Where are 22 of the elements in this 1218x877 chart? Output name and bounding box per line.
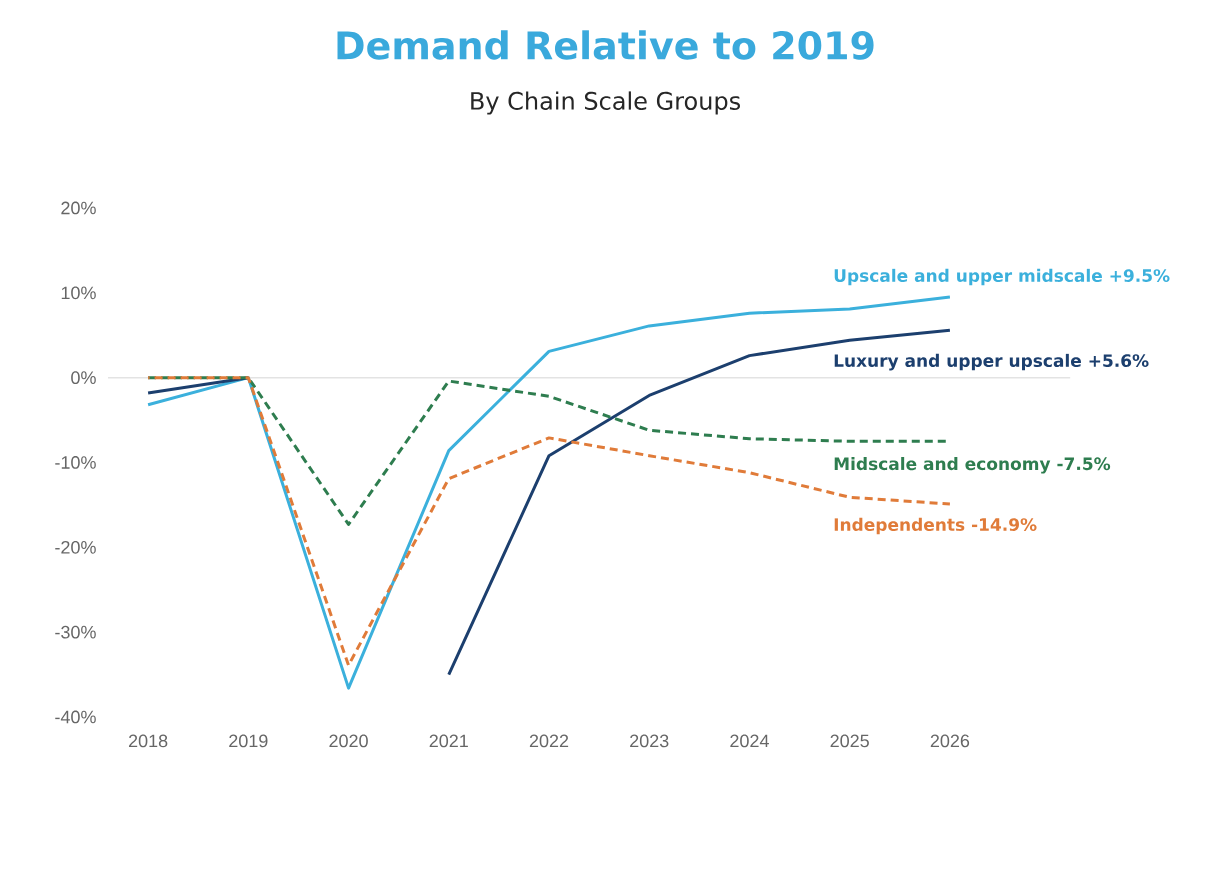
x-tick-label: 2026: [930, 734, 970, 748]
y-tick-label: 20%: [61, 201, 96, 215]
y-tick-label: -30%: [55, 625, 96, 639]
series-label: Upscale and upper midscale +9.5%: [834, 268, 1170, 286]
x-tick-label: 2020: [329, 734, 368, 748]
y-tick-label: -20%: [55, 540, 96, 554]
y-tick-label: -40%: [55, 710, 96, 724]
x-tick-label: 2018: [128, 734, 168, 748]
y-tick-label: 10%: [61, 286, 96, 300]
x-tick-label: 2019: [229, 734, 268, 748]
x-tick-label: 2025: [830, 734, 869, 748]
chart-subtitle: By Chain Scale Groups: [471, 91, 740, 115]
y-tick-label: -10%: [55, 456, 96, 469]
series-label: Midscale and economy -7.5%: [834, 456, 1111, 474]
series-label: Independents -14.9%: [834, 517, 1037, 535]
x-tick-label: 2022: [529, 734, 569, 748]
x-tick-label: 2023: [630, 734, 669, 748]
chart-title: Demand Relative to 2019: [337, 30, 874, 60]
x-tick-label: 2024: [730, 734, 769, 748]
x-tick-label: 2021: [429, 734, 468, 748]
series-label: Luxury and upper upscale +5.6%: [834, 353, 1149, 371]
y-tick-label: 0%: [71, 371, 96, 385]
